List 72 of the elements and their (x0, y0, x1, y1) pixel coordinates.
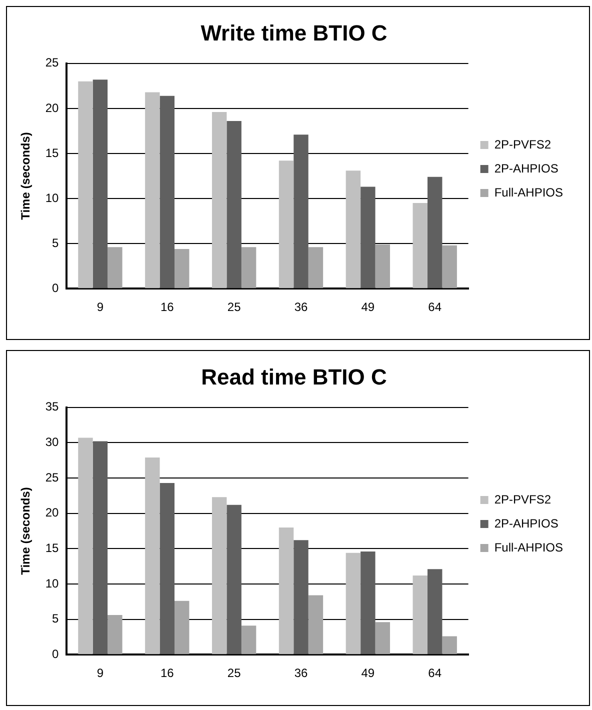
bar (92, 80, 108, 288)
x-tick-label: 16 (160, 666, 174, 680)
bar (360, 551, 376, 654)
chart-title: Read time BTIO C (201, 364, 388, 390)
y-tick-label: 25 (45, 470, 60, 484)
y-tick-label: 25 (45, 56, 60, 70)
bar (278, 527, 294, 654)
bar (241, 626, 256, 654)
bar (346, 170, 361, 288)
legend-label: 2P-AHPIOS (494, 161, 558, 176)
x-tick-label: 64 (428, 300, 442, 314)
bar (294, 134, 308, 288)
x-tick-label: 49 (361, 666, 375, 680)
y-tick-label: 10 (45, 576, 60, 590)
y-axis-title: Time (seconds) (18, 132, 33, 220)
y-tick-label: 35 (45, 400, 60, 414)
legend-label: Full-AHPIOS (494, 540, 564, 554)
bar (308, 247, 324, 288)
legend-label: Full-AHPIOS (494, 185, 564, 200)
chart-title: Write time BTIO C (200, 20, 388, 46)
bar (78, 438, 93, 654)
bar (442, 245, 457, 288)
y-tick-label: 5 (52, 612, 60, 626)
bar (442, 636, 457, 654)
bar (92, 441, 108, 654)
bar (427, 569, 442, 654)
legend-label: 2P-AHPIOS (494, 516, 558, 530)
bar (212, 497, 227, 654)
x-tick-label: 64 (428, 666, 442, 680)
bar (346, 552, 361, 654)
bar (278, 160, 294, 288)
bar (145, 92, 160, 288)
y-tick-label: 20 (45, 506, 60, 520)
legend-label: 2P-PVFS2 (494, 492, 552, 506)
x-tick-label: 9 (96, 666, 104, 680)
legend-label: 2P-PVFS2 (494, 137, 552, 152)
bar (174, 600, 190, 654)
x-tick-label: 25 (227, 300, 242, 314)
x-tick-label: 16 (160, 300, 174, 314)
bar (412, 203, 428, 288)
y-tick-label: 15 (45, 146, 60, 160)
y-tick-label: 30 (45, 435, 60, 450)
x-tick-label: 9 (96, 300, 104, 314)
bar (108, 247, 122, 288)
y-tick-label: 10 (45, 190, 60, 205)
bar (360, 186, 376, 288)
y-tick-label: 5 (52, 236, 60, 250)
y-tick-label: 15 (45, 540, 60, 555)
bar (241, 247, 256, 288)
y-tick-label: 20 (45, 100, 60, 115)
x-tick-label: 36 (294, 666, 308, 680)
bar (375, 622, 390, 654)
bar (427, 176, 442, 288)
y-tick-label: 0 (52, 280, 60, 295)
bar (108, 615, 122, 654)
bar (145, 458, 160, 654)
bar (308, 595, 324, 654)
bar (226, 121, 242, 288)
x-tick-label: 49 (361, 300, 375, 314)
bar (212, 112, 227, 288)
bar (78, 81, 93, 288)
bar (226, 504, 242, 654)
bar (412, 575, 428, 654)
y-tick-label: 0 (52, 646, 60, 661)
x-tick-label: 25 (227, 666, 242, 680)
bar (160, 96, 175, 288)
bar (375, 244, 390, 288)
bar (160, 482, 175, 654)
y-axis-title: Time (seconds) (18, 487, 33, 575)
bar (174, 248, 190, 288)
x-tick-label: 36 (294, 300, 308, 314)
bar (294, 540, 308, 654)
